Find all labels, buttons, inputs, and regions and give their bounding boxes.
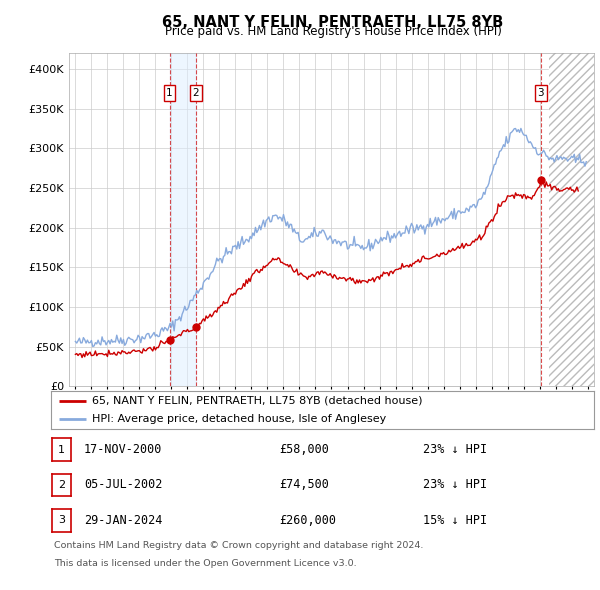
Text: 65, NANT Y FELIN, PENTRAETH, LL75 8YB (detached house): 65, NANT Y FELIN, PENTRAETH, LL75 8YB (d… [92,396,422,406]
Text: 2: 2 [58,480,65,490]
Text: £58,000: £58,000 [279,443,329,456]
Text: This data is licensed under the Open Government Licence v3.0.: This data is licensed under the Open Gov… [54,559,356,568]
Text: 17-NOV-2000: 17-NOV-2000 [84,443,163,456]
Text: Contains HM Land Registry data © Crown copyright and database right 2024.: Contains HM Land Registry data © Crown c… [54,541,424,550]
Text: 05-JUL-2002: 05-JUL-2002 [84,478,163,491]
Bar [549,53,594,386]
Bar [549,53,594,386]
Text: 23% ↓ HPI: 23% ↓ HPI [423,443,487,456]
Text: HPI: Average price, detached house, Isle of Anglesey: HPI: Average price, detached house, Isle… [92,414,386,424]
Text: 3: 3 [538,88,544,98]
Text: 1: 1 [58,445,65,454]
Bar [170,53,196,386]
Text: 23% ↓ HPI: 23% ↓ HPI [423,478,487,491]
Text: 1: 1 [166,88,173,98]
Text: £260,000: £260,000 [279,514,336,527]
Text: £74,500: £74,500 [279,478,329,491]
Text: 3: 3 [58,516,65,525]
Text: 15% ↓ HPI: 15% ↓ HPI [423,514,487,527]
Text: 2: 2 [192,88,199,98]
Text: Price paid vs. HM Land Registry's House Price Index (HPI): Price paid vs. HM Land Registry's House … [164,25,502,38]
Text: 29-JAN-2024: 29-JAN-2024 [84,514,163,527]
Text: 65, NANT Y FELIN, PENTRAETH, LL75 8YB: 65, NANT Y FELIN, PENTRAETH, LL75 8YB [163,15,503,30]
